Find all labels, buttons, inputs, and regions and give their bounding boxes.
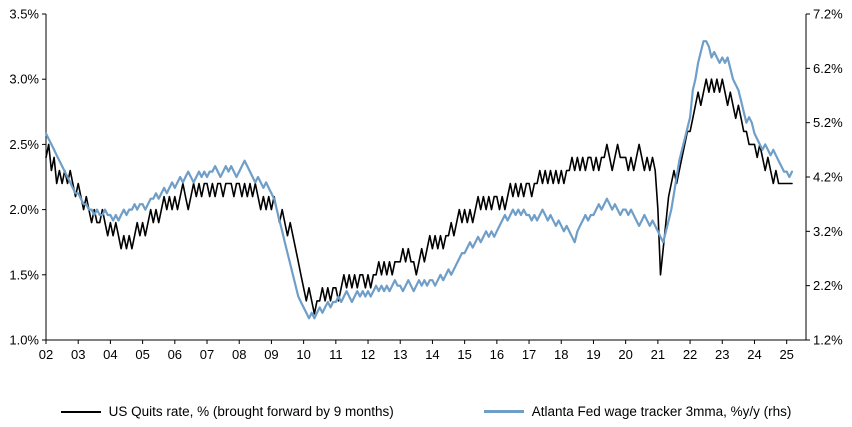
svg-text:6.2%: 6.2% <box>813 61 843 76</box>
svg-text:3.0%: 3.0% <box>9 72 39 87</box>
legend-label-quits: US Quits rate, % (brought forward by 9 m… <box>108 404 394 419</box>
svg-text:25: 25 <box>779 347 793 362</box>
svg-text:10: 10 <box>296 347 310 362</box>
svg-text:13: 13 <box>393 347 407 362</box>
wage-tracker-line-swatch <box>483 410 524 413</box>
svg-text:2.5%: 2.5% <box>9 137 39 152</box>
svg-text:7.2%: 7.2% <box>813 7 843 22</box>
svg-text:14: 14 <box>425 347 439 362</box>
svg-text:22: 22 <box>683 347 697 362</box>
svg-text:06: 06 <box>168 347 182 362</box>
svg-text:15: 15 <box>457 347 471 362</box>
svg-text:12: 12 <box>361 347 375 362</box>
svg-text:11: 11 <box>329 347 343 362</box>
svg-text:23: 23 <box>715 347 729 362</box>
svg-text:17: 17 <box>522 347 536 362</box>
svg-text:08: 08 <box>232 347 246 362</box>
svg-text:1.0%: 1.0% <box>9 333 39 348</box>
svg-text:07: 07 <box>200 347 214 362</box>
svg-text:18: 18 <box>554 347 568 362</box>
svg-text:19: 19 <box>586 347 600 362</box>
series-line-0 <box>45 78 793 315</box>
svg-text:2.0%: 2.0% <box>9 202 39 217</box>
x-axis-labels: 02 03 04 05 06 07 08 09 10 11 12 13 14 15 16 17 18 19 20 21… <box>39 340 794 362</box>
axes <box>45 14 807 341</box>
svg-text:1.2%: 1.2% <box>813 333 843 348</box>
chart-legend: US Quits rate, % (brought forward by 9 m… <box>0 404 852 419</box>
svg-text:03: 03 <box>71 347 85 362</box>
svg-text:20: 20 <box>618 347 632 362</box>
svg-text:16: 16 <box>490 347 504 362</box>
svg-text:24: 24 <box>747 347 761 362</box>
legend-item-wage-tracker: Atlanta Fed wage tracker 3mma, %y/y (rhs… <box>483 404 792 419</box>
quits-line-swatch <box>60 410 101 413</box>
chart-svg: 1.0% 1.5% 2.0% 2.5% 3.0% 3.5% 1.2% 2.2% 3.2% 4.2%… <box>9 7 843 363</box>
right-axis-labels: 1.2% 2.2% 3.2% 4.2% 5.2% 6.2% 7.2% <box>806 7 843 348</box>
left-axis-labels: 1.0% 1.5% 2.0% 2.5% 3.0% 3.5% <box>9 7 46 348</box>
svg-text:2.2%: 2.2% <box>813 278 843 293</box>
legend-label-wage-tracker: Atlanta Fed wage tracker 3mma, %y/y (rhs… <box>531 404 792 419</box>
svg-text:1.5%: 1.5% <box>9 267 39 282</box>
legend-item-quits: US Quits rate, % (brought forward by 9 m… <box>60 404 394 419</box>
svg-text:09: 09 <box>264 347 278 362</box>
svg-text:4.2%: 4.2% <box>813 170 843 185</box>
svg-text:5.2%: 5.2% <box>813 115 843 130</box>
svg-text:3.2%: 3.2% <box>813 224 843 239</box>
series-line-1 <box>44 40 794 320</box>
svg-text:3.5%: 3.5% <box>9 7 39 22</box>
svg-text:21: 21 <box>651 347 665 362</box>
svg-text:02: 02 <box>39 347 53 362</box>
svg-text:04: 04 <box>103 347 117 362</box>
svg-text:05: 05 <box>135 347 149 362</box>
